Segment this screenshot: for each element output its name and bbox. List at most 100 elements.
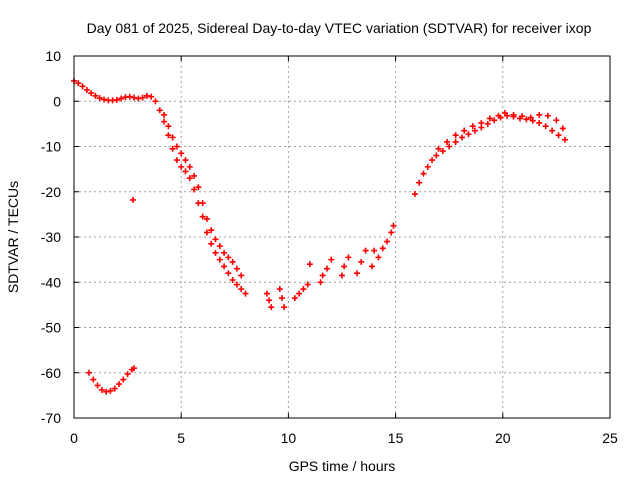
data-point bbox=[126, 93, 133, 100]
data-point bbox=[173, 157, 180, 164]
data-point bbox=[242, 290, 249, 297]
data-point bbox=[379, 245, 386, 252]
data-point bbox=[225, 270, 232, 277]
data-point bbox=[375, 254, 382, 261]
y-tick-label: -60 bbox=[41, 365, 61, 381]
data-point bbox=[371, 247, 378, 254]
y-tick-label: -70 bbox=[41, 410, 61, 426]
data-point bbox=[510, 111, 517, 118]
data-point bbox=[523, 116, 530, 123]
data-point bbox=[559, 125, 566, 132]
data-point bbox=[527, 114, 534, 121]
data-point bbox=[266, 297, 273, 304]
x-tick-label: 10 bbox=[281, 430, 297, 446]
data-point bbox=[461, 127, 468, 134]
data-point bbox=[199, 213, 206, 220]
data-point bbox=[345, 254, 352, 261]
data-point bbox=[341, 263, 348, 270]
data-point bbox=[388, 229, 395, 236]
data-point bbox=[519, 113, 526, 120]
data-point bbox=[229, 258, 236, 265]
data-point bbox=[165, 123, 172, 130]
data-point bbox=[156, 107, 163, 114]
series-upper-band bbox=[161, 111, 245, 279]
data-point bbox=[129, 196, 136, 203]
data-point bbox=[161, 118, 168, 125]
data-point bbox=[501, 110, 508, 117]
data-point bbox=[278, 295, 285, 302]
y-tick-label: -10 bbox=[41, 139, 61, 155]
data-point bbox=[96, 95, 103, 102]
data-point bbox=[358, 258, 365, 265]
data-point bbox=[268, 304, 275, 311]
data-point bbox=[420, 170, 427, 177]
data-point bbox=[471, 127, 478, 134]
data-point bbox=[369, 263, 376, 270]
data-point bbox=[203, 229, 210, 236]
data-points bbox=[71, 77, 568, 395]
data-point bbox=[79, 83, 86, 90]
y-tick-label: -20 bbox=[41, 184, 61, 200]
grid-lines bbox=[74, 56, 610, 418]
data-point bbox=[165, 132, 172, 139]
data-point bbox=[233, 281, 240, 288]
data-point bbox=[208, 227, 215, 234]
series-main-arc bbox=[71, 77, 249, 297]
data-point bbox=[212, 236, 219, 243]
x-axis-label: GPS time / hours bbox=[289, 458, 396, 474]
data-point bbox=[328, 256, 335, 263]
data-point bbox=[544, 112, 551, 119]
series-recovery-arc bbox=[411, 112, 568, 198]
data-point bbox=[452, 132, 459, 139]
data-point bbox=[216, 256, 223, 263]
data-point bbox=[178, 163, 185, 170]
data-point bbox=[208, 240, 215, 247]
data-point bbox=[465, 131, 472, 138]
series-night-clusters bbox=[263, 222, 397, 311]
data-point bbox=[429, 157, 436, 164]
data-point bbox=[86, 369, 93, 376]
data-point bbox=[131, 94, 138, 101]
data-point bbox=[536, 111, 543, 118]
data-point bbox=[139, 94, 146, 101]
data-point bbox=[103, 388, 110, 395]
data-point bbox=[88, 90, 95, 97]
data-point bbox=[101, 96, 108, 103]
series-low-arc bbox=[86, 365, 138, 395]
data-point bbox=[491, 117, 498, 124]
data-point bbox=[98, 386, 105, 393]
data-point bbox=[439, 148, 446, 155]
data-point bbox=[424, 163, 431, 170]
data-point bbox=[116, 381, 123, 388]
x-tick-label: 25 bbox=[602, 430, 618, 446]
data-point bbox=[182, 168, 189, 175]
data-point bbox=[221, 249, 228, 256]
data-point bbox=[536, 119, 543, 126]
data-point bbox=[75, 80, 82, 87]
data-point bbox=[553, 117, 560, 124]
data-point bbox=[555, 132, 562, 139]
data-point bbox=[118, 95, 125, 102]
data-point bbox=[469, 123, 476, 130]
data-point bbox=[148, 93, 155, 100]
data-point bbox=[435, 145, 442, 152]
data-point bbox=[182, 157, 189, 164]
data-point bbox=[411, 191, 418, 198]
data-point bbox=[178, 150, 185, 157]
data-point bbox=[323, 265, 330, 272]
data-point bbox=[186, 175, 193, 182]
data-point bbox=[225, 254, 232, 261]
chart-title: Day 081 of 2025, Sidereal Day-to-day VTE… bbox=[87, 20, 592, 36]
y-tick-label: -50 bbox=[41, 320, 61, 336]
data-point bbox=[111, 385, 118, 392]
data-point bbox=[107, 387, 114, 394]
data-point bbox=[195, 184, 202, 191]
data-point bbox=[161, 111, 168, 118]
data-point bbox=[94, 382, 101, 389]
data-point bbox=[152, 98, 159, 105]
data-point bbox=[169, 134, 176, 141]
data-point bbox=[131, 365, 138, 372]
data-point bbox=[300, 286, 307, 293]
data-point bbox=[319, 272, 326, 279]
x-tick-label: 5 bbox=[177, 430, 185, 446]
